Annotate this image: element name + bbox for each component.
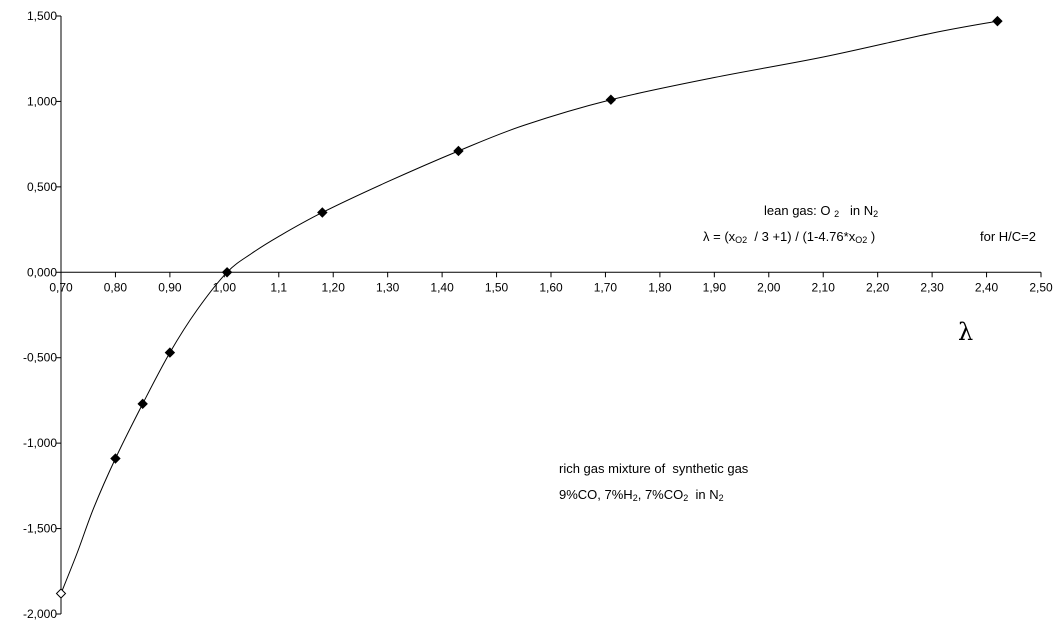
y-tick-label: -0,500 — [23, 351, 57, 365]
x-tick-label: 1,20 — [322, 280, 346, 294]
x-tick-label: 1,80 — [648, 280, 672, 294]
data-point-open — [55, 588, 67, 599]
x-tick-label: 0,80 — [104, 280, 128, 294]
x-tick-label: 0,70 — [49, 280, 73, 294]
x-tick-label: 2,10 — [812, 280, 836, 294]
y-tick-label: -1,000 — [23, 436, 57, 450]
x-tick-label: 1,40 — [430, 280, 454, 294]
data-point — [992, 15, 1003, 27]
x-tick-label: 2,20 — [866, 280, 890, 294]
y-tick-label: 1,500 — [27, 9, 57, 23]
data-point — [605, 94, 617, 105]
rich-gas-composition: 9%CO, 7%H2, 7%CO2 in N2 — [559, 487, 724, 503]
x-tick-label: 1,60 — [539, 280, 563, 294]
lean-gas-label: lean gas: O 2 in N2 — [764, 203, 879, 219]
x-tick-label: 2,30 — [920, 280, 944, 294]
data-point — [221, 267, 233, 278]
data-point — [164, 347, 176, 358]
y-tick-label: 0,500 — [27, 180, 57, 194]
y-tick-label: 0,000 — [27, 265, 57, 279]
x-tick-label: 2,40 — [975, 280, 999, 294]
y-tick-label: -2,000 — [23, 607, 57, 621]
data-point — [110, 453, 121, 464]
lambda-formula: λ = (xO2 / 3 +1) / (1-4.76*xO2 ) — [703, 229, 876, 245]
y-tick-label: -1,500 — [23, 522, 57, 536]
y-tick-label: 1,000 — [27, 94, 57, 108]
x-tick-label: 1,90 — [703, 280, 727, 294]
x-tick-label: 2,00 — [757, 280, 781, 294]
x-ticks: 0,70 0,80 0,90 1,00 1,1 1,20 1,30 1,40 1,50 1,60 1… — [49, 272, 1053, 294]
x-tick-label: 0,90 — [158, 280, 182, 294]
data-point — [137, 398, 148, 410]
data-point — [453, 145, 464, 157]
y-ticks: 1,500 1,000 0,500 0,000 -0,500 -1,000 -1,500 -2… — [23, 9, 61, 621]
data-markers — [55, 15, 1003, 599]
x-tick-label: 2,50 — [1029, 280, 1053, 294]
x-tick-label: 1,50 — [485, 280, 509, 294]
x-tick-label: 1,30 — [376, 280, 400, 294]
x-tick-label: 1,00 — [213, 280, 237, 294]
series-curve — [60, 20, 998, 594]
data-point — [317, 207, 328, 218]
x-tick-label: 1,70 — [594, 280, 618, 294]
x-tick-label: 1,1 — [270, 280, 287, 294]
rich-gas-label: rich gas mixture of synthetic gas — [559, 461, 749, 476]
x-axis-title: λ — [958, 318, 974, 346]
formula-note: for H/C=2 — [980, 229, 1036, 244]
